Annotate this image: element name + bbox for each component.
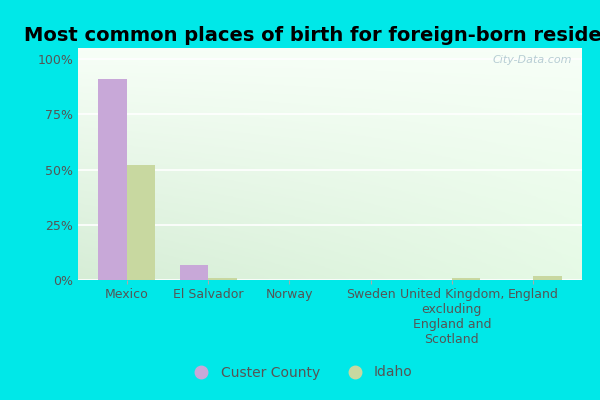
Bar: [179, 264, 208, 280]
Text: City-Data.com: City-Data.com: [493, 55, 572, 65]
Bar: [127, 165, 155, 280]
Bar: [208, 278, 236, 280]
Text: Most common places of birth for foreign-born residents: Most common places of birth for foreign-…: [24, 26, 600, 45]
Bar: [533, 276, 562, 280]
Bar: [452, 278, 481, 280]
Legend: Custer County, Idaho: Custer County, Idaho: [182, 360, 418, 385]
Bar: [98, 79, 127, 280]
